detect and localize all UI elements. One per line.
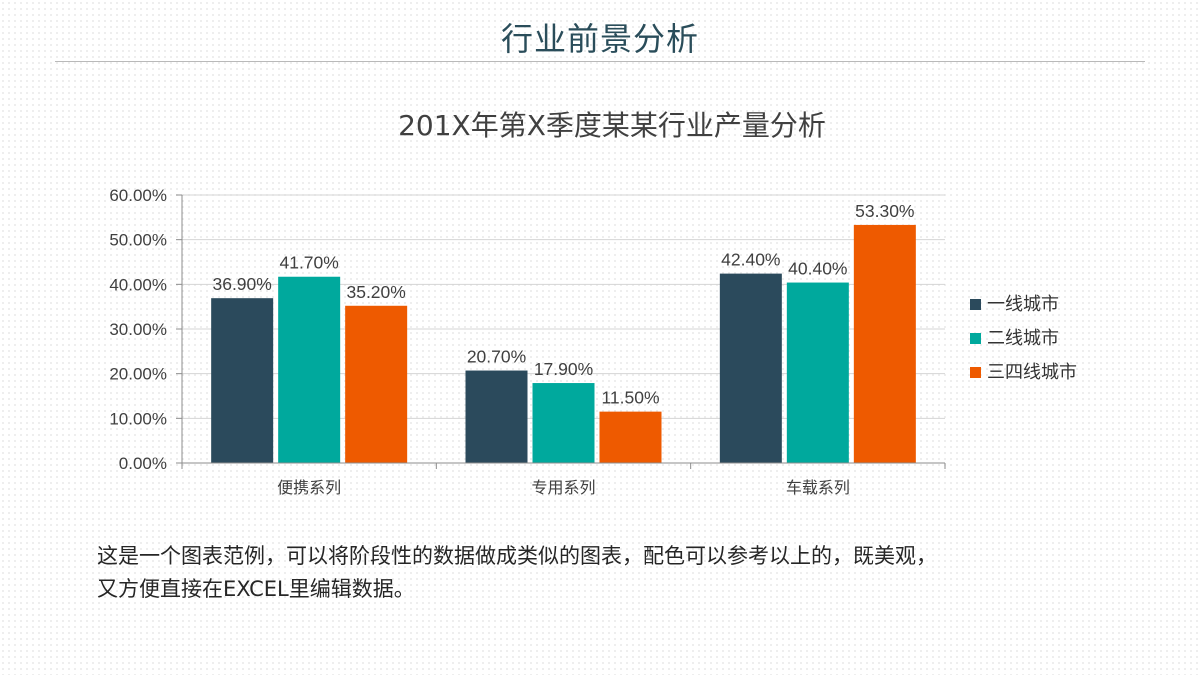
legend-swatch xyxy=(970,367,981,378)
legend-label: 二线城市 xyxy=(987,328,1059,349)
y-tick-label: 60.00% xyxy=(109,186,167,205)
data-label: 17.90% xyxy=(534,359,593,379)
bar xyxy=(853,224,916,463)
bar xyxy=(345,305,408,463)
x-category-label: 便携系列 xyxy=(277,478,341,497)
legend-label: 三四线城市 xyxy=(987,362,1077,383)
bar xyxy=(599,411,662,463)
data-label: 53.30% xyxy=(855,201,914,221)
description-line-1: 这是一个图表范例，可以将阶段性的数据做成类似的图表，配色可以参考以上的，既美观， xyxy=(97,544,937,568)
bar xyxy=(532,383,595,463)
x-category-label: 车载系列 xyxy=(786,478,850,497)
chart-bars: 36.90% 41.70% 35.20% 20.70% 17.90% 11.50% 42.4… xyxy=(211,201,916,463)
x-category-label: 专用系列 xyxy=(531,478,595,497)
bar xyxy=(278,276,341,463)
data-label: 11.50% xyxy=(601,388,659,408)
data-label: 40.40% xyxy=(788,259,847,279)
data-label: 36.90% xyxy=(212,274,271,294)
page-title: 行业前景分析 xyxy=(500,20,699,58)
data-label: 41.70% xyxy=(279,253,338,273)
y-tick-label: 0.00% xyxy=(119,454,167,473)
bar xyxy=(211,298,274,463)
y-tick-label: 10.00% xyxy=(109,409,167,428)
y-tick-label: 20.00% xyxy=(109,365,167,384)
y-tick-label: 30.00% xyxy=(109,320,167,339)
title-divider xyxy=(55,61,1145,62)
chart-axes: 0.00% 10.00% 20.00% 30.00% 40.00% 50.00% 60.00… xyxy=(109,186,946,497)
data-label: 42.40% xyxy=(721,250,780,270)
bar xyxy=(465,370,528,463)
bar xyxy=(719,273,782,463)
description-line-2: 又方便直接在EXCEL里编辑数据。 xyxy=(97,577,415,601)
legend-swatch xyxy=(970,333,981,344)
legend-swatch xyxy=(970,299,981,310)
y-tick-label: 50.00% xyxy=(109,231,167,250)
data-label: 35.20% xyxy=(346,282,405,302)
bar xyxy=(786,282,849,463)
legend-label: 一线城市 xyxy=(987,294,1059,315)
data-label: 20.70% xyxy=(467,347,526,367)
y-tick-label: 40.00% xyxy=(109,275,167,294)
chart-title: 201X年第X季度某某行业产量分析 xyxy=(398,109,826,142)
description-text: 这是一个图表范例，可以将阶段性的数据做成类似的图表，配色可以参考以上的，既美观，… xyxy=(97,540,1107,606)
